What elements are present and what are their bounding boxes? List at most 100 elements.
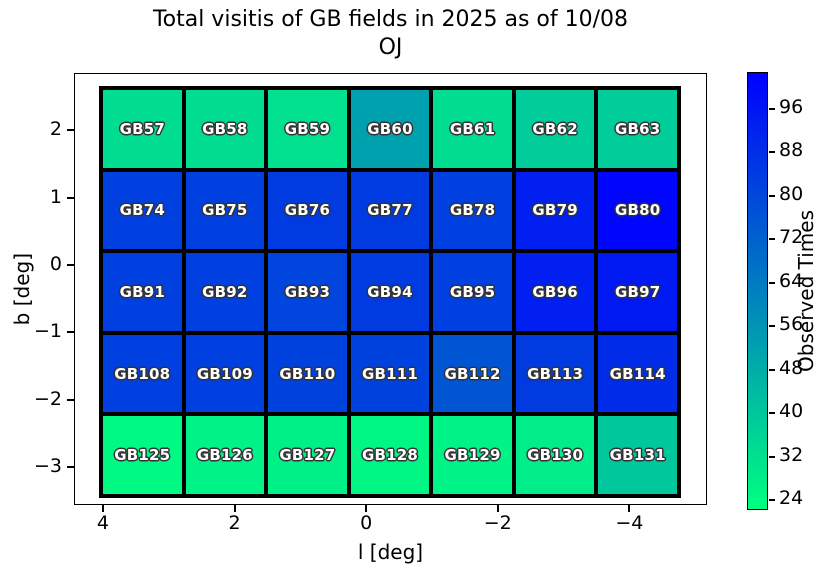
colorbar-tick-label: 96 [779, 95, 804, 118]
colorbar-tick-label: 64 [779, 269, 804, 292]
x-tick-mark [496, 505, 499, 512]
heatmap-cell-GB111: GB111 [350, 334, 430, 413]
colorbar-tick-mark [769, 325, 775, 328]
chart-title: Total visitis of GB fields in 2025 as of… [74, 6, 707, 62]
heatmap-cell-label: GB126 [196, 446, 253, 465]
heatmap-cell-label: GB76 [284, 201, 331, 220]
heatmap-cell-label: GB96 [532, 282, 578, 301]
colorbar-tick-mark [769, 194, 775, 197]
heatmap-cell-GB95: GB95 [433, 253, 512, 331]
heatmap-cell-label: GB129 [444, 446, 501, 465]
heatmap-cell-label: GB108 [114, 364, 171, 383]
x-tick-mark [628, 505, 631, 512]
colorbar-tick-mark [769, 281, 775, 284]
y-tick-mark [67, 264, 74, 267]
heatmap-cell-GB76: GB76 [268, 171, 347, 250]
heatmap-cell-label: GB75 [202, 201, 248, 220]
heatmap-cell-GB58: GB58 [185, 90, 265, 168]
heatmap-cell-GB96: GB96 [515, 253, 595, 331]
y-tick-label: −1 [33, 320, 62, 343]
heatmap-cell-label: GB61 [449, 119, 496, 138]
heatmap-cell-label: GB57 [119, 119, 165, 138]
heatmap-cell-GB129: GB129 [433, 416, 512, 494]
heatmap-cell-GB61: GB61 [433, 90, 512, 168]
heatmap-cell-label: GB114 [609, 364, 666, 383]
x-tick-label: −2 [483, 512, 512, 534]
y-tick-mark [67, 398, 74, 401]
heatmap-cell-label: GB78 [449, 201, 496, 220]
chart-title-line2: OJ [378, 35, 403, 60]
heatmap-cell-GB128: GB128 [350, 416, 430, 494]
colorbar-tick-label: 72 [779, 226, 804, 249]
y-tick-label: 1 [49, 185, 62, 208]
heatmap-cell-GB63: GB63 [598, 90, 677, 168]
heatmap-cell-GB77: GB77 [350, 171, 430, 250]
heatmap-cell-GB57: GB57 [103, 90, 182, 168]
heatmap-cell-GB113: GB113 [515, 334, 595, 413]
heatmap-cell-label: GB80 [614, 201, 661, 220]
heatmap-cell-label: GB58 [202, 119, 248, 138]
heatmap-cell-label: GB74 [119, 201, 165, 220]
colorbar-tick-mark [769, 412, 775, 415]
heatmap-cell-GB60: GB60 [350, 90, 430, 168]
heatmap-cell-label: GB113 [527, 364, 584, 383]
colorbar-tick-label: 80 [779, 182, 804, 205]
colorbar-label: Observed Times [794, 72, 818, 510]
x-tick-mark [233, 505, 236, 512]
heatmap-cell-GB126: GB126 [185, 416, 265, 494]
y-tick-mark [67, 466, 74, 469]
heatmap-cell-GB93: GB93 [268, 253, 347, 331]
heatmap-cell-label: GB125 [114, 446, 171, 465]
heatmap-cell-GB78: GB78 [433, 171, 512, 250]
heatmap-cell-label: GB91 [119, 282, 165, 301]
heatmap-cell-GB112: GB112 [433, 334, 512, 413]
x-tick-label: −4 [615, 512, 644, 534]
colorbar-tick-label: 48 [779, 356, 804, 379]
y-axis-label-text: b [deg] [10, 252, 34, 326]
heatmap-cell-GB131: GB131 [598, 416, 677, 494]
heatmap-cell-label: GB112 [444, 364, 501, 383]
heatmap-cell-label: GB128 [361, 446, 419, 465]
heatmap-cell-GB59: GB59 [268, 90, 347, 168]
y-tick-label: −2 [33, 387, 62, 410]
heatmap-cell-GB94: GB94 [350, 253, 430, 331]
colorbar-tick-mark [769, 238, 775, 241]
heatmap-cell-label: GB130 [527, 446, 584, 465]
heatmap-cell-GB125: GB125 [103, 416, 182, 494]
heatmap-cell-label: GB94 [367, 282, 413, 301]
heatmap-cell-label: GB95 [449, 282, 496, 301]
colorbar-tick-mark [769, 368, 775, 371]
heatmap-cell-GB80: GB80 [598, 171, 677, 250]
heatmap-cell-GB75: GB75 [185, 171, 265, 250]
chart-title-line1: Total visitis of GB fields in 2025 as of… [152, 7, 629, 32]
x-tick-mark [365, 505, 368, 512]
x-tick-label: 4 [96, 512, 109, 534]
colorbar-label-text: Observed Times [794, 210, 818, 372]
heatmap-cell-label: GB109 [196, 364, 253, 383]
heatmap-cell-label: GB62 [532, 119, 578, 138]
colorbar-tick-label: 56 [779, 313, 804, 336]
heatmap-cell-label: GB127 [279, 446, 336, 465]
heatmap-cell-label: GB63 [614, 119, 661, 138]
heatmap-cell-GB91: GB91 [103, 253, 182, 331]
heatmap-cell-GB109: GB109 [185, 334, 265, 413]
heatmap-cell-label: GB93 [284, 282, 331, 301]
heatmap-cell-GB92: GB92 [185, 253, 265, 331]
y-tick-mark [67, 129, 74, 132]
heatmap-cell-label: GB111 [361, 364, 419, 383]
y-tick-mark [67, 331, 74, 334]
heatmap-cell-GB110: GB110 [268, 334, 347, 413]
heatmap-cell-GB97: GB97 [598, 253, 677, 331]
colorbar-tick-label: 32 [779, 443, 804, 466]
y-tick-mark [67, 196, 74, 199]
x-tick-mark [101, 505, 104, 512]
heatmap-cell-GB62: GB62 [515, 90, 595, 168]
y-tick-label: 2 [49, 118, 62, 141]
x-tick-label: 2 [228, 512, 241, 534]
colorbar-tick-label: 88 [779, 139, 804, 162]
x-axis-label: l [deg] [357, 540, 424, 564]
colorbar-tick-mark [769, 455, 775, 458]
y-tick-label: 0 [49, 253, 62, 276]
heatmap-grid: GB57 GB58 GB59 GB60 GB61 GB62 GB63 GB74 GB75 GB76… [99, 86, 681, 498]
